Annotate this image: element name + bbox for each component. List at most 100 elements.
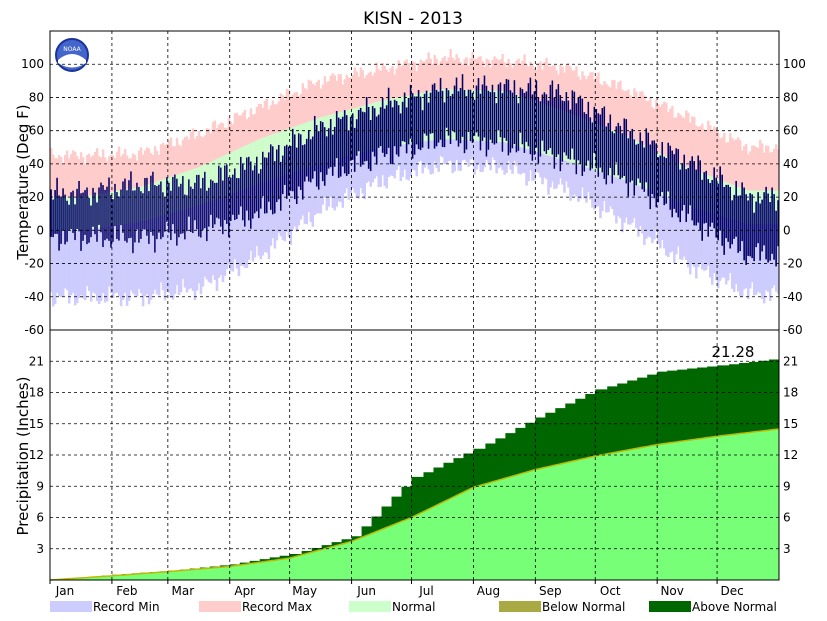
record-min-bar xyxy=(683,204,686,257)
record-min-bar xyxy=(149,218,153,300)
observed-bar xyxy=(64,194,66,245)
record-min-bar xyxy=(125,223,129,306)
observed-bar xyxy=(381,97,384,153)
record-min-bar xyxy=(211,200,215,276)
observed-bar xyxy=(126,190,128,243)
record-min-bar xyxy=(147,219,151,305)
month-label: Oct xyxy=(600,584,621,598)
record-min-bar xyxy=(213,199,217,281)
observed-bar xyxy=(611,131,614,184)
precipitation-tick-label: 15 xyxy=(783,417,798,431)
observed-bar xyxy=(60,196,62,244)
observed-bar xyxy=(152,171,154,236)
record-min-bar xyxy=(81,230,85,299)
record-min-bar xyxy=(499,142,502,167)
record-min-bar xyxy=(115,225,119,293)
observed-bar xyxy=(321,122,324,182)
observed-bar xyxy=(515,94,518,153)
observed-bar xyxy=(258,173,260,219)
observed-bar xyxy=(222,180,224,235)
observed-bar xyxy=(665,158,668,204)
observed-bar xyxy=(661,141,664,193)
record-min-bar xyxy=(497,141,500,169)
record-min-bar xyxy=(409,143,412,177)
observed-bar xyxy=(116,192,118,239)
observed-bar xyxy=(66,200,68,242)
record-min-bar xyxy=(393,145,396,179)
observed-bar xyxy=(335,110,338,159)
observed-bar xyxy=(228,177,230,238)
record-min-bar xyxy=(627,181,630,225)
record-min-bar xyxy=(105,226,109,302)
record-min-bar xyxy=(439,139,442,157)
record-min-bar xyxy=(175,211,179,286)
observed-bar xyxy=(212,180,214,229)
observed-bar xyxy=(607,122,610,176)
chart-title: KISN - 2013 xyxy=(363,9,463,29)
temperature-tick-label: -60 xyxy=(783,323,803,337)
observed-bar xyxy=(527,83,530,147)
record-min-bar xyxy=(681,203,684,260)
observed-bar xyxy=(174,174,176,234)
observed-bar xyxy=(585,113,588,166)
observed-bar xyxy=(503,84,506,138)
observed-bar xyxy=(655,143,658,208)
legend-label: Below Normal xyxy=(542,600,625,614)
record-min-bar xyxy=(739,221,742,297)
record-min-bar xyxy=(69,230,73,295)
observed-bar xyxy=(78,181,80,232)
record-min-bar xyxy=(735,220,738,284)
observed-bar xyxy=(383,108,386,157)
month-label: Jan xyxy=(55,584,75,598)
observed-bar xyxy=(140,191,142,239)
record-min-bar xyxy=(167,213,171,293)
legend-swatch xyxy=(199,601,241,612)
precipitation-tick-label: 9 xyxy=(36,479,44,493)
observed-bar xyxy=(238,178,240,215)
observed-bar xyxy=(216,182,218,218)
observed-bar xyxy=(184,194,186,240)
observed-bar xyxy=(565,92,568,156)
observed-bar xyxy=(605,126,608,185)
observed-bar xyxy=(287,146,290,196)
record-min-bar xyxy=(173,212,177,294)
record-min-bar xyxy=(487,141,490,164)
record-min-bar xyxy=(653,191,656,240)
record-min-bar xyxy=(421,141,424,174)
record-min-bar xyxy=(89,228,93,302)
record-min-bar xyxy=(587,168,590,193)
precipitation-tick-label: 6 xyxy=(783,511,791,525)
month-label: Aug xyxy=(477,584,500,598)
record-min-bar xyxy=(189,207,193,289)
observed-bar xyxy=(136,182,138,230)
record-min-bar xyxy=(161,215,165,291)
record-min-bar xyxy=(357,153,360,199)
observed-bar xyxy=(639,132,642,183)
month-label: May xyxy=(292,584,317,598)
observed-bar xyxy=(529,77,532,155)
record-min-bar xyxy=(579,165,582,199)
observed-bar xyxy=(563,101,566,153)
observed-bar xyxy=(753,212,755,262)
observed-bar xyxy=(202,177,204,230)
record-min-bar xyxy=(287,174,291,237)
record-min-bar xyxy=(191,207,195,291)
observed-bar xyxy=(591,122,594,169)
record-min-bar xyxy=(731,218,734,289)
observed-bar xyxy=(435,89,438,147)
observed-bar xyxy=(168,182,170,233)
record-min-bar xyxy=(607,174,610,213)
legend-swatch xyxy=(649,601,691,612)
observed-bar xyxy=(369,120,372,172)
observed-bar xyxy=(701,179,704,241)
observed-bar xyxy=(74,204,76,241)
record-min-bar xyxy=(71,230,75,293)
observed-bar xyxy=(124,178,126,241)
record-min-bar xyxy=(551,156,554,182)
record-min-bar xyxy=(673,200,676,263)
record-min-bar xyxy=(643,187,646,245)
observed-bar xyxy=(553,97,556,169)
record-min-bar xyxy=(597,171,600,207)
temperature-tick-label: 40 xyxy=(29,157,44,171)
record-min-bar xyxy=(99,227,103,301)
